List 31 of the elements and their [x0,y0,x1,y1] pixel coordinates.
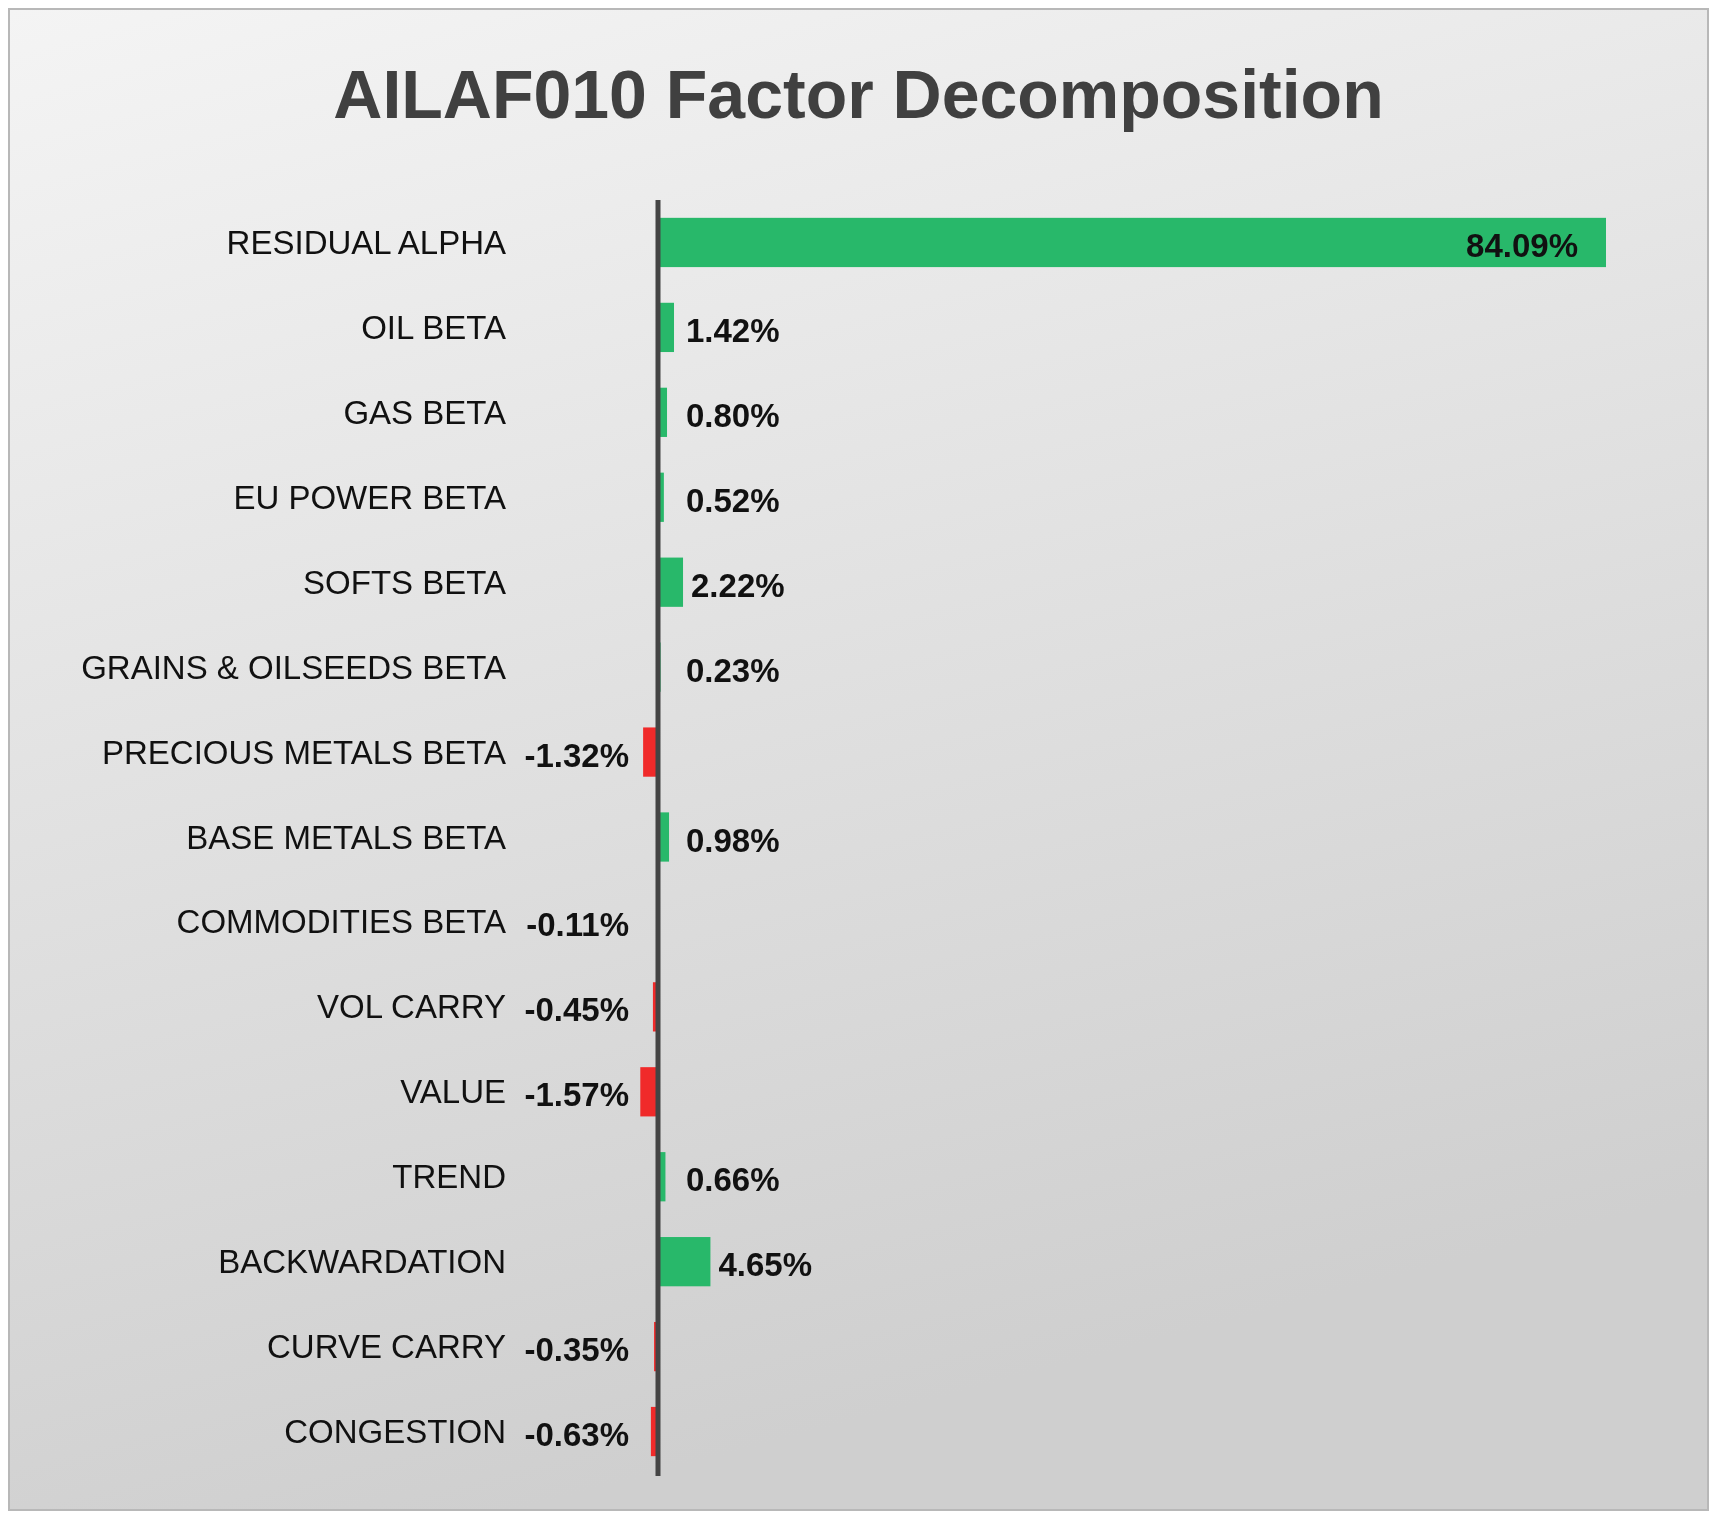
y-tick-label: EU POWER BETA [233,478,506,516]
chart-title: AILAF010 Factor Decomposition [333,56,1384,132]
data-label: 0.52% [686,481,780,519]
y-tick-label: PRECIOUS METALS BETA [101,733,506,771]
data-label: 0.80% [686,396,780,434]
y-tick-label: VOL CARRY [317,988,506,1026]
data-label: -0.63% [524,1416,629,1454]
data-label: 2.22% [691,566,785,604]
y-tick-label: CONGESTION [284,1413,506,1451]
data-label: -1.32% [524,736,629,774]
data-label: -1.57% [524,1076,629,1114]
y-tick-label: BASE METALS BETA [186,818,506,856]
data-label: 0.66% [686,1161,780,1199]
y-tick-label: SOFTS BETA [303,563,506,601]
data-label: 0.23% [686,651,780,689]
y-tick-label: VALUE [400,1073,506,1111]
data-label: 4.65% [718,1246,812,1284]
data-label: 0.98% [686,821,780,859]
data-label: 1.42% [686,311,780,349]
y-tick-label: OIL BETA [361,308,506,346]
y-tick-label: GRAINS & OILSEEDS BETA [81,648,506,686]
y-tick-label: TREND [392,1158,506,1196]
data-label: 84.09% [1466,227,1578,265]
data-label: -0.35% [524,1331,629,1369]
y-tick-label: RESIDUAL ALPHA [226,224,506,262]
y-tick-label: CURVE CARRY [266,1328,506,1366]
data-label: -0.45% [524,991,629,1029]
y-tick-label: GAS BETA [343,393,506,431]
y-tick-label: COMMODITIES BETA [176,903,506,941]
data-label: -0.11% [526,906,629,944]
y-tick-label: BACKWARDATION [218,1243,506,1281]
